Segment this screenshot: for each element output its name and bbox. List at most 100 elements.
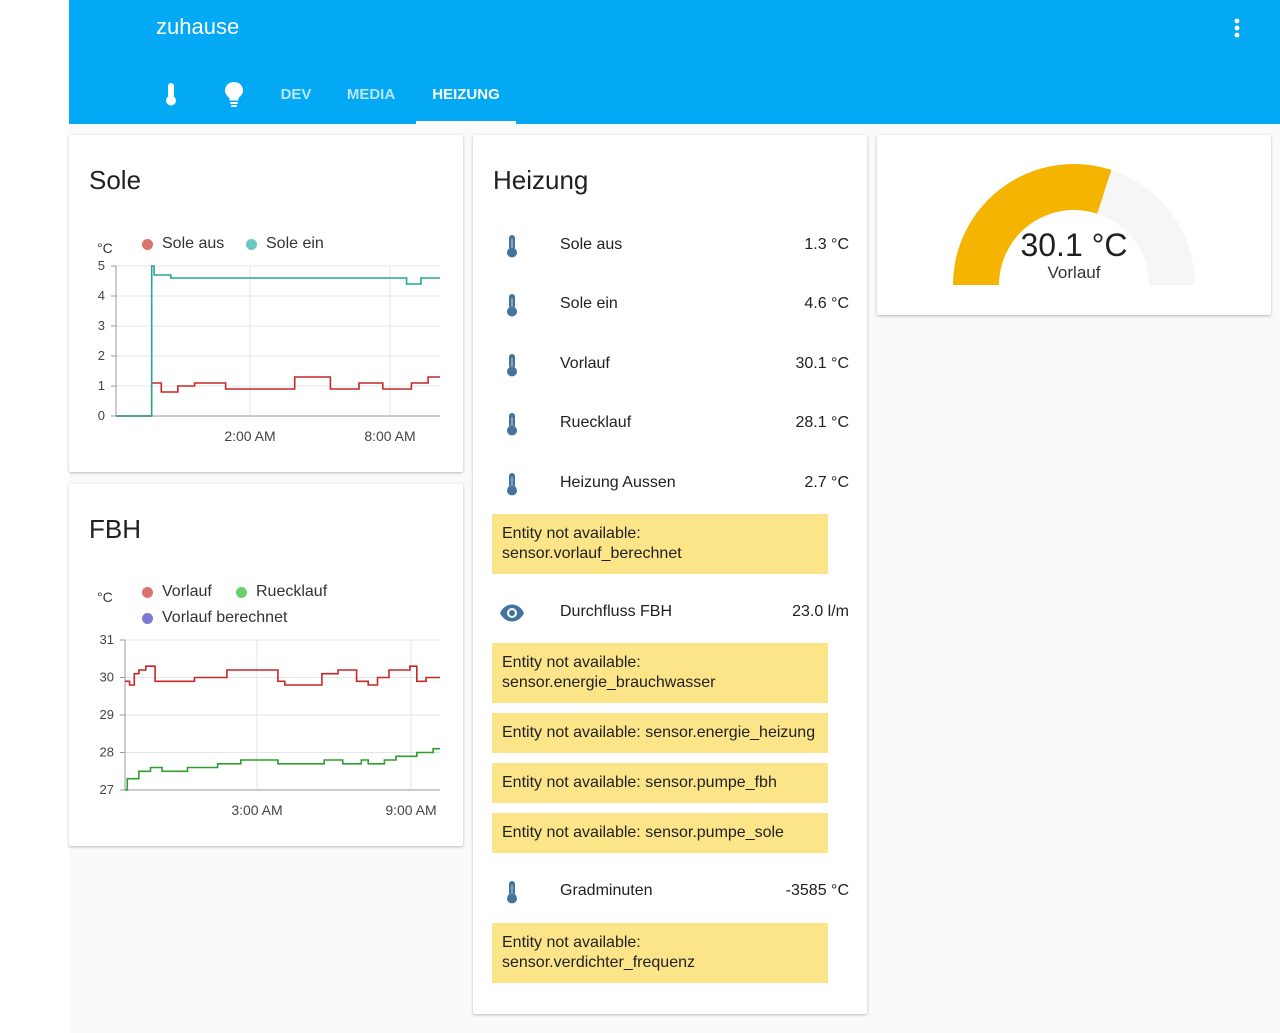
sole-y-tick-label: 0	[98, 408, 105, 423]
legend-label: Vorlauf	[162, 583, 212, 600]
warning-text: Entity not available:	[502, 933, 641, 951]
fbh-y-tick-label: 30	[100, 670, 114, 685]
legend-item-ruecklauf[interactable]: Ruecklauf	[236, 583, 327, 601]
legend-dot	[246, 238, 257, 250]
entity-name: Sole ein	[560, 295, 618, 313]
eye-icon	[499, 600, 525, 626]
tab-media-label: MEDIA	[346, 85, 396, 103]
sole-y-tick-label: 1	[98, 378, 105, 393]
entity-name: Heizung Aussen	[560, 473, 676, 491]
vorlauf-gauge-card[interactable]: 30.1 °C Vorlauf	[877, 135, 1271, 315]
entity-row[interactable]: Vorlauf 30.1 °C	[473, 335, 868, 394]
thermometer-icon	[499, 879, 525, 905]
warning-text: Entity not available:	[502, 525, 641, 542]
more-vert-icon[interactable]	[1227, 15, 1247, 41]
entity-row[interactable]: Durchfluss FBH 23.0 l/m	[473, 583, 868, 642]
heizung-entities-card: Heizung Sole aus 1.3 °C Sole ein 4.6 °C Vorl…	[473, 135, 867, 1014]
legend-item-sole-ein[interactable]: Sole ein	[246, 235, 324, 253]
entity-name: Vorlauf	[560, 354, 610, 372]
entity-row[interactable]: Gradminuten -3585 °C	[473, 862, 868, 921]
legend-dot	[142, 238, 153, 250]
thermometer-icon	[499, 411, 525, 437]
lightbulb-icon	[225, 82, 243, 107]
sole-y-tick-label: 3	[98, 318, 105, 333]
entity-row[interactable]: Sole aus 1.3 °C	[473, 216, 868, 275]
legend-dot	[236, 586, 247, 598]
entity-name: Gradminuten	[560, 882, 653, 900]
fbh-series-ruecklauf	[125, 747, 440, 791]
active-tab-indicator	[416, 121, 516, 124]
entity-row[interactable]: Sole ein 4.6 °C	[473, 275, 868, 334]
legend-item-vorlauf-berechnet[interactable]: Vorlauf berechnet	[142, 609, 287, 627]
app-shell: zuhause DEV MEDIA HEIZUNG	[69, 0, 1280, 1033]
fbh-y-tick-label: 29	[100, 707, 114, 722]
sole-x-tick-label: 2:00 AM	[224, 428, 275, 444]
entity-state: -3585 °C	[785, 882, 849, 900]
sole-unit-label: °C	[97, 240, 113, 256]
legend-label: Sole ein	[266, 235, 324, 252]
fbh-y-tick-label: 31	[100, 632, 114, 647]
tab-lights[interactable]	[217, 64, 251, 124]
warning-text: sensor.verdichter_frequenz	[502, 953, 695, 971]
entity-not-available-warning: Entity not available: sensor.vorlauf_bere…	[492, 514, 828, 574]
fbh-x-tick-label: 3:00 AM	[231, 802, 282, 818]
gauge-label: Vorlauf	[1047, 263, 1101, 282]
entity-state: 4.6 °C	[804, 295, 849, 313]
thermometer-icon	[499, 471, 525, 497]
legend-item-vorlauf[interactable]: Vorlauf	[142, 583, 212, 601]
fbh-line-chart[interactable]: 27 28 29 30 31 3:00 AM 9:00 AM	[69, 624, 463, 824]
gauge-fill	[953, 163, 1112, 285]
tab-dev[interactable]: DEV	[275, 64, 317, 124]
entity-not-available-warning: Entity not available: sensor.pumpe_sole	[492, 813, 828, 854]
fbh-unit-label: °C	[97, 589, 113, 605]
heizung-card-title: Heizung	[493, 165, 589, 195]
fbh-x-tick-label: 9:00 AM	[385, 802, 436, 818]
fbh-y-tick-label: 28	[100, 745, 114, 760]
sole-y-tick-label: 4	[98, 288, 105, 303]
app-title: zuhause	[156, 14, 240, 39]
sole-series-sole-aus	[116, 376, 440, 417]
thermometer-icon	[499, 292, 525, 318]
tab-dev-label: DEV	[280, 85, 312, 103]
warning-text: Entity not available:	[502, 654, 641, 672]
fbh-card-title: FBH	[89, 514, 141, 544]
sole-line-chart[interactable]: 0 1 2 3 4 5 2:00 AM 8:00 AM	[69, 250, 463, 450]
entity-state: 2.7 °C	[804, 473, 849, 491]
tab-media[interactable]: MEDIA	[341, 64, 401, 124]
top-app-bar: zuhause DEV MEDIA HEIZUNG	[69, 0, 1280, 124]
entity-state: 1.3 °C	[804, 236, 849, 253]
legend-dot	[142, 586, 153, 598]
tab-thermometer[interactable]	[156, 64, 186, 124]
entity-state: 30.1 °C	[795, 354, 849, 372]
entity-not-available-warning: Entity not available: sensor.pumpe_fbh	[492, 763, 828, 804]
thermometer-icon	[499, 233, 525, 259]
legend-label: Ruecklauf	[256, 583, 328, 600]
gauge-value: 30.1 °C	[1020, 227, 1128, 263]
entity-not-available-warning: Entity not available: sensor.energie_hei…	[492, 713, 828, 754]
sole-series-sole-ein	[116, 265, 440, 417]
sole-card-title: Sole	[89, 165, 142, 195]
gauge-arc	[953, 163, 1195, 285]
entity-row[interactable]: Heizung Aussen 2.7 °C	[473, 454, 868, 513]
legend-label: Vorlauf berechnet	[162, 609, 288, 626]
legend-label: Sole aus	[162, 235, 225, 252]
fbh-series-vorlauf	[125, 665, 440, 686]
warning-text: sensor.energie_brauchwasser	[502, 674, 716, 692]
entity-not-available-warning: Entity not available: sensor.energie_brau…	[492, 643, 828, 704]
warning-text: Entity not available: sensor.energie_hei…	[502, 724, 816, 742]
warning-text: Entity not available: sensor.pumpe_sole	[502, 824, 784, 842]
entity-row[interactable]: Ruecklauf 28.1 °C	[473, 394, 868, 453]
sole-y-tick-label: 5	[98, 258, 105, 273]
legend-item-sole-aus[interactable]: Sole aus	[142, 235, 224, 253]
entity-not-available-warning: Entity not available: sensor.verdichter_f…	[492, 922, 828, 983]
fbh-y-tick-label: 27	[100, 782, 114, 797]
entity-name: Ruecklauf	[560, 414, 632, 432]
fbh-history-card: FBH °C Vorlauf Ruecklauf Vorlauf berechn…	[69, 484, 463, 846]
sole-x-tick-label: 8:00 AM	[364, 428, 415, 444]
warning-text: Entity not available: sensor.pumpe_fbh	[502, 774, 777, 792]
entity-name: Durchfluss FBH	[560, 603, 673, 620]
entity-state: 23.0 l/m	[792, 603, 849, 620]
tab-heizung[interactable]: HEIZUNG	[416, 64, 516, 124]
entity-name: Sole aus	[560, 236, 623, 253]
thermometer-icon	[166, 83, 176, 106]
